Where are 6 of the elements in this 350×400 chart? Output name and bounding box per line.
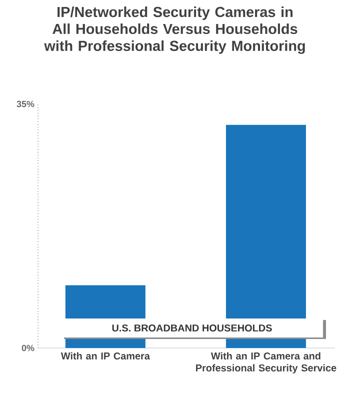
chart-title: IP/Networked Security Cameras in All Households Versus Households with Professional Security Monitoring bbox=[44, 6, 305, 54]
y-tick-label: 0% bbox=[22, 344, 34, 352]
annotation: U.S. BROADBAND HOUSEHOLDS bbox=[112, 324, 272, 332]
y-tick-label: 35% bbox=[16, 100, 34, 108]
x-tick-label: With an IP Camera bbox=[60, 352, 150, 360]
x-tick-label: With an IP Camera and Professional Security Service bbox=[196, 352, 336, 374]
